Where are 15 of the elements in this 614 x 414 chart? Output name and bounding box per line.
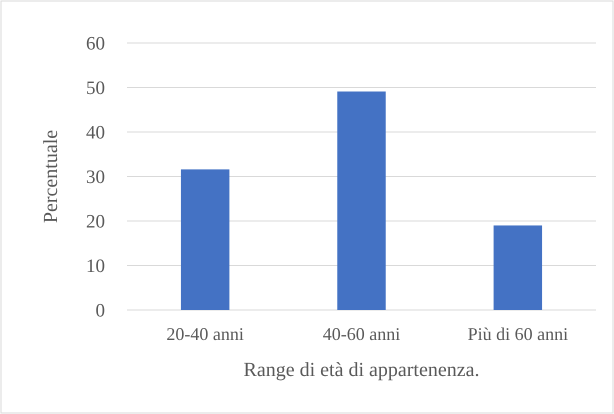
y-tick-label: 50 [86,78,105,100]
x-tick-label: Più di 60 anni [468,324,568,344]
x-tick-label: 20-40 anni [166,324,244,344]
y-tick-label: 60 [86,34,105,55]
bar [180,169,230,310]
x-axis-title: Range di età di appartenenza. [244,359,480,381]
y-tick-label: 30 [86,167,105,188]
bar [337,92,386,310]
y-tick-label: 20 [86,212,105,233]
y-tick-label: 40 [86,122,105,144]
y-tick-label: 10 [86,256,105,278]
y-axis-title: Percentuale [40,130,62,224]
bar [494,225,542,310]
y-tick-label: 0 [96,300,105,322]
x-tick-label: 40-60 anni [322,324,400,344]
